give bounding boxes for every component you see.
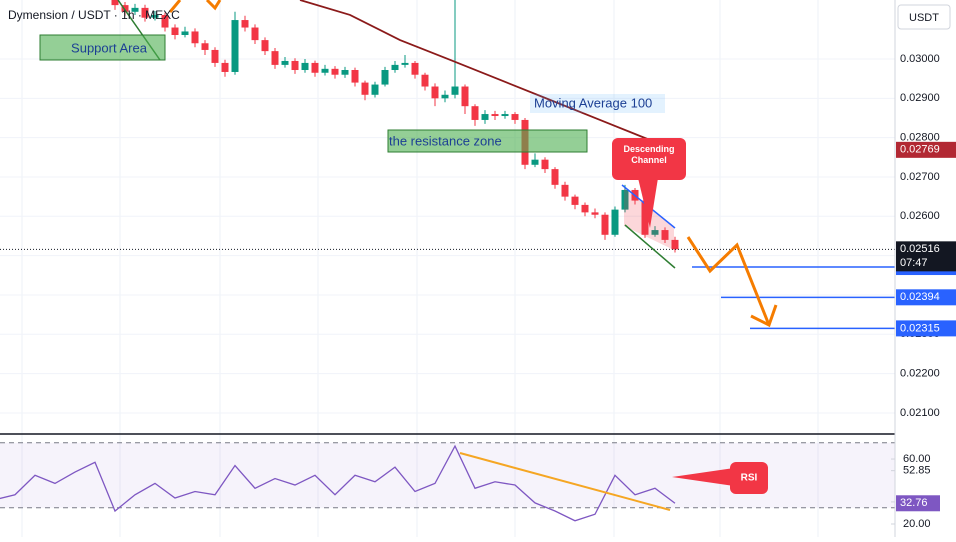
candle-body — [371, 84, 379, 95]
target-label-bg — [896, 289, 956, 306]
y-tick-label: 0.02100 — [900, 407, 940, 419]
candle-body — [581, 204, 589, 213]
candle-body — [471, 106, 479, 120]
candle-body — [131, 7, 139, 12]
candle-body — [461, 86, 469, 107]
last-price: 0.02516 — [900, 243, 940, 255]
candle-body — [651, 230, 659, 235]
candle-body — [641, 200, 649, 235]
candle-body — [381, 70, 389, 85]
candle-body — [331, 68, 339, 75]
candle-body — [571, 196, 579, 205]
target-label: 0.02394 — [900, 291, 940, 303]
y-tick-label: 20.00 — [903, 518, 931, 530]
moving-average — [299, 0, 651, 141]
candle-body — [141, 7, 149, 18]
candle-body — [401, 62, 409, 65]
last-price-bg — [896, 241, 956, 272]
candle-body — [121, 5, 129, 12]
ma-value: 0.02769 — [900, 144, 940, 156]
ma-value-bg — [896, 141, 956, 158]
candle-body — [671, 239, 679, 250]
candle-body — [411, 62, 419, 75]
candle-body — [601, 214, 609, 235]
candle-body — [291, 60, 299, 71]
target-label-bg — [896, 320, 956, 337]
candle-body — [391, 64, 399, 71]
candle-body — [611, 209, 619, 235]
candle-body — [561, 184, 569, 197]
candle-body — [591, 212, 599, 215]
candle-body — [111, 0, 119, 6]
rsi-value-bg — [896, 495, 940, 512]
candle-body — [621, 189, 629, 210]
rsi-callout: RSI — [741, 473, 758, 484]
y-tick-label: 0.02200 — [900, 368, 940, 380]
rsi-line — [0, 444, 676, 522]
y-tick-label: 0.02900 — [900, 92, 940, 104]
candle-body — [311, 62, 319, 73]
currency[interactable]: USDT — [909, 12, 939, 24]
candle-body — [181, 31, 189, 36]
candle-body — [161, 14, 169, 28]
ma-label: Moving Average 100 — [534, 95, 652, 110]
countdown: 07:47 — [900, 257, 928, 269]
candle-body — [341, 70, 349, 75]
candle-body — [251, 27, 259, 41]
candle-body — [171, 27, 179, 36]
candle-body — [151, 14, 159, 18]
support-label: Support Area — [71, 40, 148, 55]
y-tick-label: 0.03000 — [900, 53, 940, 65]
candle-body — [301, 62, 309, 71]
candle-body — [351, 70, 359, 83]
candle-body — [661, 230, 669, 240]
candle-body — [541, 159, 549, 170]
vertical-grid — [21, 0, 819, 537]
candle-body — [511, 114, 519, 120]
target-label: 0.02315 — [900, 322, 940, 334]
resistance-label: the resistance zone — [389, 133, 502, 148]
candle-body — [361, 82, 369, 95]
candle-body — [281, 60, 289, 65]
candle-body — [491, 114, 499, 117]
candle-body — [431, 86, 439, 99]
y-tick-label: 52.85 — [903, 465, 931, 477]
candle-body — [231, 20, 239, 72]
rsi-value: 32.76 — [900, 497, 928, 509]
symbol-title: Dymension / USDT · 1h · MEXC — [8, 8, 180, 22]
candle-body — [531, 159, 539, 165]
y-tick-label: 0.02800 — [900, 132, 940, 144]
candle-body — [421, 74, 429, 87]
drawings: Support Area the resistance zone Moving … — [0, 0, 956, 511]
y-tick-label: 0.02700 — [900, 171, 940, 183]
candle-body — [221, 62, 229, 72]
candle-body — [271, 51, 279, 65]
candle-body — [211, 49, 219, 63]
candle-body — [321, 68, 329, 73]
candle-body — [551, 169, 559, 185]
candle-body — [241, 20, 249, 28]
price-axis: USDT 0.021000.022000.023000.024000.02500… — [894, 0, 956, 537]
candle-body — [451, 86, 459, 95]
candle-body — [191, 31, 199, 44]
candle-body — [501, 114, 509, 117]
plot — [0, 0, 895, 525]
channel-callout: Descending Channel — [623, 144, 675, 165]
candle-body — [481, 114, 489, 120]
y-tick-label: 0.02600 — [900, 210, 940, 222]
candle-body — [261, 40, 269, 52]
candle-body — [441, 94, 449, 99]
y-tick-label: 60.00 — [903, 453, 931, 465]
candle-body — [201, 43, 209, 50]
